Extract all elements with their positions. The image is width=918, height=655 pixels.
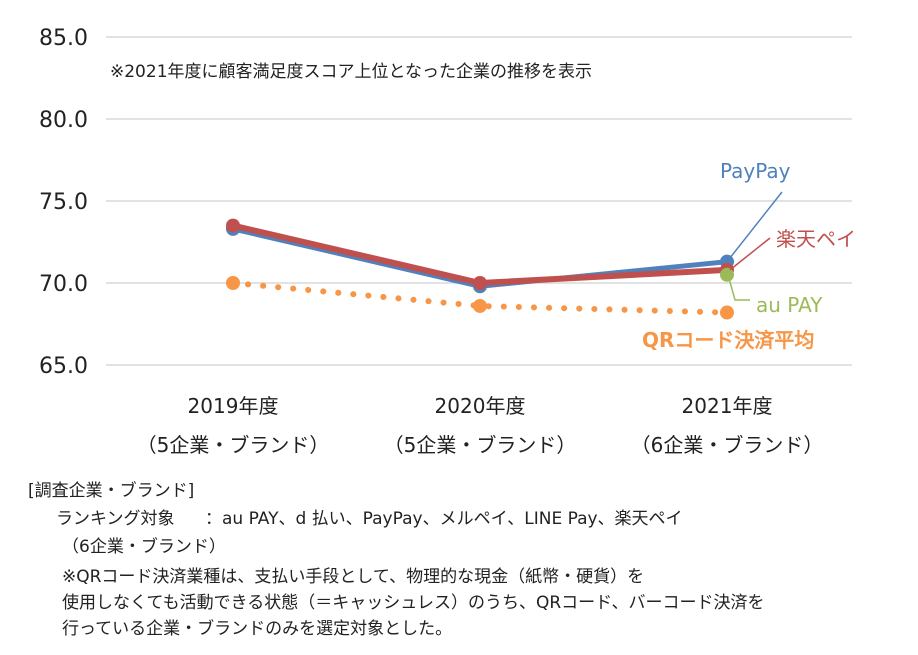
data-point xyxy=(473,298,487,313)
y-tick-label: 80.0 xyxy=(39,108,88,133)
series-group xyxy=(226,218,734,320)
data-point xyxy=(720,305,734,320)
y-axis-ticks: 85.0 80.0 75.0 70.0 65.0 xyxy=(39,26,88,379)
data-point xyxy=(473,276,487,290)
ranking-label: ランキング対象 xyxy=(56,509,175,529)
y-tick-label: 75.0 xyxy=(39,190,88,215)
y-tick-label: 65.0 xyxy=(39,354,88,379)
survey-heading: [調査企業・ブランド] xyxy=(28,481,195,501)
series-label: PayPay xyxy=(720,159,791,183)
x-axis-ticks: 2019年度 （5企業・ブランド） 2020年度 （5企業・ブランド） 2021年度 （6… xyxy=(137,394,824,457)
note-line-2: 使用しなくても活動できる状態（＝キャッシュレス）のうち、QRコード、バーコード決… xyxy=(62,593,765,613)
series-labels: PayPay 楽天ペイ au PAY QRコード決済平均 xyxy=(642,159,856,352)
x-tick-sublabel: （6企業・ブランド） xyxy=(631,433,824,457)
x-tick-label: 2019年度 xyxy=(188,394,279,418)
label-leader-line xyxy=(726,191,783,263)
data-point xyxy=(226,218,240,233)
series-label: 楽天ペイ xyxy=(776,227,856,251)
series-label: QRコード決済平均 xyxy=(642,328,814,352)
ranking-value: ：au PAY、d 払い、PayPay、メルペイ、LINE Pay、楽天ペイ xyxy=(205,509,683,529)
x-tick-label: 2020年度 xyxy=(435,394,526,418)
series-label: au PAY xyxy=(756,293,823,317)
x-tick-sublabel: （5企業・ブランド） xyxy=(384,433,577,457)
y-tick-label: 70.0 xyxy=(39,272,88,297)
label-leader-line xyxy=(727,274,750,301)
label-leader-line xyxy=(729,237,771,271)
data-point xyxy=(720,267,734,282)
data-point xyxy=(226,276,240,290)
chart-annotation: ※2021年度に顧客満足度スコア上位となった企業の推移を表示 xyxy=(110,62,592,82)
gridlines xyxy=(106,36,852,366)
ranking-count: （6企業・ブランド） xyxy=(62,537,226,557)
note-line-1: ※QRコード決済業種は、支払い手段として、物理的な現金（紙幣・硬貨）を xyxy=(62,567,645,587)
x-tick-sublabel: （5企業・ブランド） xyxy=(137,433,330,457)
y-tick-label: 85.0 xyxy=(39,26,88,51)
note-line-3: 行っている企業・ブランドのみを選定対象とした。 xyxy=(62,619,453,639)
line-chart: 85.0 80.0 75.0 70.0 65.0 2019年度 （5企業・ブランド） 202… xyxy=(39,26,856,457)
series-line xyxy=(232,222,728,286)
x-tick-label: 2021年度 xyxy=(682,394,773,418)
